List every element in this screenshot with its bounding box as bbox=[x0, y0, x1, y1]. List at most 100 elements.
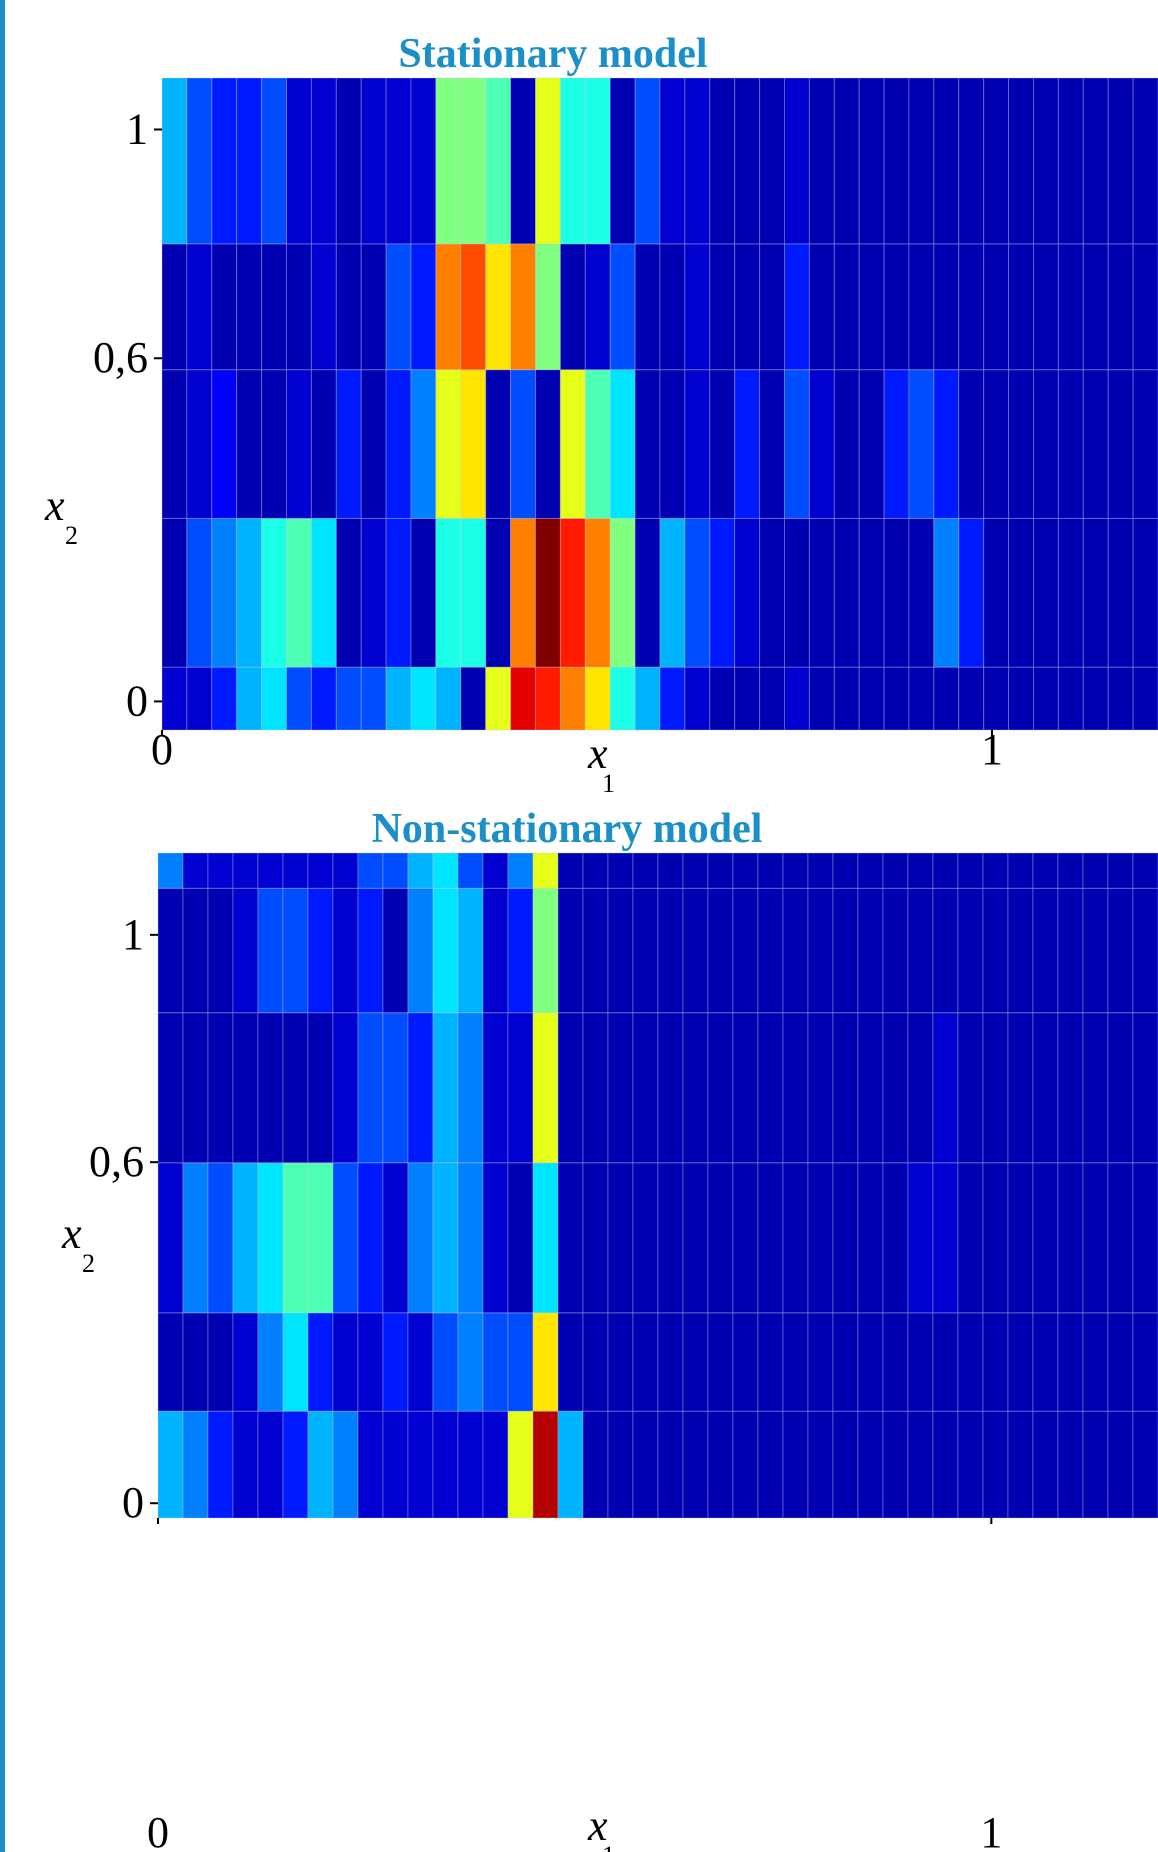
heat-cell bbox=[982, 1012, 1009, 1164]
y-tick-label: 1 bbox=[126, 104, 148, 153]
heat-cell bbox=[757, 1162, 784, 1314]
heat-cell bbox=[983, 243, 1010, 371]
heat-cell bbox=[732, 1012, 759, 1164]
heat-cell bbox=[933, 369, 960, 519]
heat-cell bbox=[186, 369, 213, 519]
heat-cell bbox=[857, 887, 884, 1014]
heat-cell bbox=[759, 666, 785, 731]
heat-cell bbox=[407, 1162, 434, 1314]
heat-cell bbox=[983, 77, 1010, 245]
heat-cell bbox=[759, 517, 785, 668]
heat-cell bbox=[782, 1162, 809, 1314]
heat-cell bbox=[907, 887, 934, 1014]
heat-cell bbox=[1007, 1162, 1034, 1314]
heat-cell bbox=[957, 852, 984, 889]
heat-cell bbox=[332, 852, 359, 889]
heat-cell bbox=[435, 77, 462, 245]
heat-cell bbox=[182, 887, 209, 1014]
heat-cell bbox=[757, 1312, 784, 1412]
heat-cell bbox=[657, 1162, 684, 1314]
heat-cell bbox=[807, 852, 834, 889]
y-tick-label: 0,6 bbox=[89, 1137, 144, 1186]
heat-cell bbox=[1007, 1410, 1034, 1519]
heat-cell bbox=[485, 517, 512, 668]
heat-cell bbox=[659, 517, 686, 668]
heat-cell bbox=[634, 666, 661, 731]
heat-cell bbox=[460, 243, 487, 371]
heat-cell bbox=[1033, 243, 1059, 371]
heat-cell bbox=[1007, 852, 1034, 889]
heat-cell bbox=[482, 852, 509, 889]
heat-cell bbox=[1032, 852, 1059, 889]
heat-cell bbox=[557, 887, 584, 1014]
heat-cell bbox=[532, 1012, 559, 1164]
y-tick-label: 1 bbox=[122, 910, 144, 959]
heat-cell bbox=[282, 1312, 309, 1412]
heat-cell bbox=[261, 369, 288, 519]
heat-cell bbox=[659, 369, 686, 519]
heat-cell bbox=[360, 243, 387, 371]
heat-cell bbox=[257, 852, 284, 889]
heat-cell bbox=[1107, 852, 1134, 889]
heat-cell bbox=[507, 887, 534, 1014]
heat-cell bbox=[732, 1410, 759, 1519]
heat-cell bbox=[682, 1012, 709, 1164]
heat-cell bbox=[732, 887, 759, 1014]
heat-cell bbox=[310, 666, 337, 731]
heat-cell bbox=[161, 666, 188, 731]
heat-cell bbox=[582, 1410, 609, 1519]
heat-cell bbox=[907, 1162, 934, 1314]
heat-cell bbox=[607, 1162, 634, 1314]
heat-cell bbox=[707, 1012, 734, 1164]
heat-cell bbox=[807, 1312, 834, 1412]
heat-cell bbox=[707, 852, 734, 889]
heat-cell bbox=[682, 1312, 709, 1412]
chart-title: Non-stationary model bbox=[372, 806, 763, 852]
heat-cell bbox=[432, 852, 459, 889]
heat-cell bbox=[435, 517, 462, 668]
heat-cell bbox=[382, 1312, 409, 1412]
heat-cell bbox=[482, 1162, 509, 1314]
heat-cell bbox=[460, 517, 487, 668]
heat-cell bbox=[559, 243, 586, 371]
heat-cell bbox=[307, 1012, 334, 1164]
heat-cell bbox=[782, 1012, 809, 1164]
x-tick-label: 1 bbox=[981, 725, 1003, 774]
heat-cell bbox=[1008, 369, 1034, 519]
heat-cell bbox=[857, 1312, 884, 1412]
heat-cell bbox=[659, 666, 686, 731]
heat-cell bbox=[232, 1012, 259, 1164]
heat-cell bbox=[385, 369, 412, 519]
x-tick-label: 0 bbox=[151, 725, 173, 774]
heat-cell bbox=[808, 243, 835, 371]
heat-cell bbox=[1132, 1012, 1158, 1164]
y-tick-label: 0,6 bbox=[93, 333, 148, 382]
heat-cell bbox=[982, 887, 1009, 1014]
heat-cell bbox=[882, 1312, 909, 1412]
heat-cell bbox=[457, 852, 484, 889]
heat-cell bbox=[335, 369, 362, 519]
heat-cell bbox=[957, 1012, 984, 1164]
heat-cell bbox=[1008, 243, 1034, 371]
heat-cell bbox=[933, 666, 960, 731]
heat-cell bbox=[1132, 666, 1158, 731]
heat-cell bbox=[410, 77, 437, 245]
heat-cell bbox=[1082, 666, 1109, 731]
heat-cell bbox=[634, 517, 661, 668]
heat-cell bbox=[557, 1410, 584, 1519]
heat-cell bbox=[632, 1162, 659, 1314]
heat-cell bbox=[310, 77, 337, 245]
heat-cell bbox=[207, 1312, 234, 1412]
heat-cell bbox=[632, 852, 659, 889]
heat-cell bbox=[236, 517, 263, 668]
heat-cell bbox=[832, 1012, 859, 1164]
heat-cell bbox=[857, 852, 884, 889]
heat-cell bbox=[883, 517, 910, 668]
heat-cell bbox=[883, 243, 910, 371]
heat-cell bbox=[360, 369, 387, 519]
heat-cell bbox=[1057, 1312, 1084, 1412]
heat-cell bbox=[310, 243, 337, 371]
heat-cell bbox=[482, 1312, 509, 1412]
heat-cell bbox=[207, 852, 234, 889]
heat-cell bbox=[410, 666, 437, 731]
